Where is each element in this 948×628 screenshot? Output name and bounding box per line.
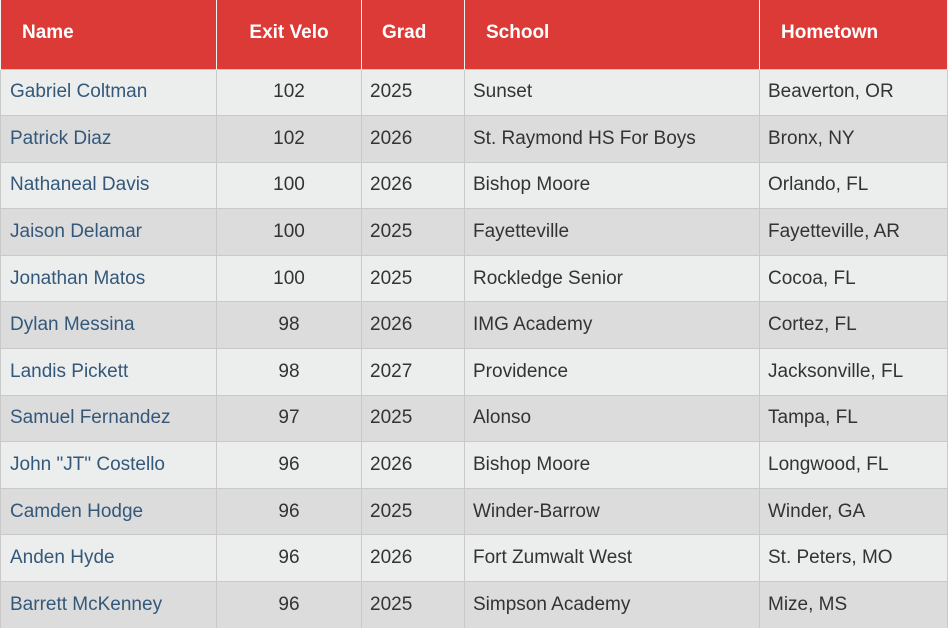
exit-velo-cell: 100	[216, 161, 362, 210]
grad-year-cell: 2025	[361, 394, 465, 443]
table-body: Gabriel Coltman 102 2025 Sunset Beaverton, O…	[0, 68, 948, 628]
grad-year-cell: 2025	[361, 254, 465, 303]
school-cell: Bishop Moore	[464, 441, 760, 489]
hometown-cell: Bronx, NY	[759, 115, 948, 163]
player-name-link[interactable]: Dylan Messina	[10, 314, 135, 336]
grad-year-cell: 2025	[361, 487, 465, 536]
player-name-link[interactable]: Patrick Diaz	[10, 127, 112, 149]
hometown-cell: Tampa, FL	[759, 394, 948, 443]
player-name-cell: Jaison Delamar	[0, 208, 217, 256]
hometown-cell: Cortez, FL	[759, 301, 948, 350]
school-cell: Fayetteville	[464, 208, 760, 256]
table-row: Landis Pickett 98 2027 Providence Jacksonvil…	[0, 348, 948, 396]
school-cell: St. Raymond HS For Boys	[464, 115, 760, 163]
player-name-link[interactable]: Camden Hodge	[10, 500, 144, 522]
player-name-cell: John "JT" Costello	[0, 441, 217, 489]
exit-velo-cell: 97	[216, 394, 362, 443]
exit-velo-cell: 96	[216, 534, 362, 583]
player-name-link[interactable]: Landis Pickett	[10, 360, 129, 382]
player-name-cell: Nathaneal Davis	[0, 161, 217, 210]
hometown-cell: St. Peters, MO	[759, 534, 948, 583]
exit-velo-cell: 102	[216, 68, 362, 117]
table-row: Samuel Fernandez 97 2025 Alonso Tampa, FL	[0, 394, 948, 443]
exit-velo-cell: 98	[216, 301, 362, 350]
exit-velo-cell: 98	[216, 348, 362, 396]
player-name-link[interactable]: John "JT" Costello	[10, 454, 165, 476]
school-cell: Alonso	[464, 394, 760, 443]
table-row: Jaison Delamar 100 2025 Fayetteville Fayette…	[0, 208, 948, 256]
table-row: Dylan Messina 98 2026 IMG Academy Cortez, FL	[0, 301, 948, 350]
table-row: Jonathan Matos 100 2025 Rockledge Senior Coc…	[0, 254, 948, 303]
player-name-cell: Anden Hyde	[0, 534, 217, 583]
player-name-cell: Dylan Messina	[0, 301, 217, 350]
table-row: Barrett McKenney 96 2025 Simpson Academy Miz…	[0, 581, 948, 628]
school-cell: Winder-Barrow	[464, 487, 760, 536]
table-header: Name Exit Velo Grad School Hometown	[0, 0, 948, 69]
hometown-cell: Jacksonville, FL	[759, 348, 948, 396]
player-name-link[interactable]: Nathaneal Davis	[10, 174, 150, 196]
hometown-cell: Winder, GA	[759, 487, 948, 536]
player-name-link[interactable]: Anden Hyde	[10, 547, 115, 569]
table-row: John "JT" Costello 96 2026 Bishop Moore Long…	[0, 441, 948, 489]
exit-velo-cell: 96	[216, 441, 362, 489]
grad-year-cell: 2026	[361, 115, 465, 163]
school-cell: IMG Academy	[464, 301, 760, 350]
player-name-cell: Samuel Fernandez	[0, 394, 217, 443]
grad-year-cell: 2025	[361, 208, 465, 256]
school-cell: Sunset	[464, 68, 760, 117]
player-name-link[interactable]: Barrett McKenney	[10, 593, 163, 615]
hometown-cell: Fayetteville, AR	[759, 208, 948, 256]
school-cell: Rockledge Senior	[464, 254, 760, 303]
table-row: Nathaneal Davis 100 2026 Bishop Moore Orland…	[0, 161, 948, 210]
column-header-exit-velo[interactable]: Exit Velo	[216, 0, 362, 69]
hometown-cell: Mize, MS	[759, 581, 948, 628]
grad-year-cell: 2025	[361, 581, 465, 628]
grad-year-cell: 2027	[361, 348, 465, 396]
school-cell: Providence	[464, 348, 760, 396]
player-name-cell: Gabriel Coltman	[0, 68, 217, 117]
table-row: Camden Hodge 96 2025 Winder-Barrow Winder, G…	[0, 487, 948, 536]
school-cell: Fort Zumwalt West	[464, 534, 760, 583]
player-name-cell: Barrett McKenney	[0, 581, 217, 628]
header-row: Name Exit Velo Grad School Hometown	[0, 0, 948, 69]
column-header-school[interactable]: School	[464, 0, 760, 69]
column-header-grad[interactable]: Grad	[361, 0, 465, 69]
player-name-cell: Jonathan Matos	[0, 254, 217, 303]
exit-velo-cell: 100	[216, 208, 362, 256]
exit-velo-cell: 100	[216, 254, 362, 303]
hometown-cell: Cocoa, FL	[759, 254, 948, 303]
grad-year-cell: 2026	[361, 161, 465, 210]
player-name-link[interactable]: Samuel Fernandez	[10, 407, 171, 429]
table-row: Anden Hyde 96 2026 Fort Zumwalt West St. Pet…	[0, 534, 948, 583]
player-name-link[interactable]: Jaison Delamar	[10, 221, 142, 243]
column-header-name[interactable]: Name	[0, 0, 217, 69]
player-name-cell: Landis Pickett	[0, 348, 217, 396]
grad-year-cell: 2026	[361, 301, 465, 350]
exit-velo-cell: 96	[216, 487, 362, 536]
player-name-cell: Patrick Diaz	[0, 115, 217, 163]
school-cell: Simpson Academy	[464, 581, 760, 628]
table-row: Patrick Diaz 102 2026 St. Raymond HS For Bo…	[0, 115, 948, 163]
exit-velo-cell: 102	[216, 115, 362, 163]
grad-year-cell: 2026	[361, 534, 465, 583]
hometown-cell: Longwood, FL	[759, 441, 948, 489]
table-row: Gabriel Coltman 102 2025 Sunset Beaverton, O…	[0, 68, 948, 117]
grad-year-cell: 2025	[361, 68, 465, 117]
school-cell: Bishop Moore	[464, 161, 760, 210]
grad-year-cell: 2026	[361, 441, 465, 489]
column-header-hometown[interactable]: Hometown	[759, 0, 948, 69]
exit-velo-cell: 96	[216, 581, 362, 628]
player-name-cell: Camden Hodge	[0, 487, 217, 536]
hometown-cell: Beaverton, OR	[759, 68, 948, 117]
hometown-cell: Orlando, FL	[759, 161, 948, 210]
player-name-link[interactable]: Gabriel Coltman	[10, 81, 148, 103]
player-name-link[interactable]: Jonathan Matos	[10, 267, 146, 289]
